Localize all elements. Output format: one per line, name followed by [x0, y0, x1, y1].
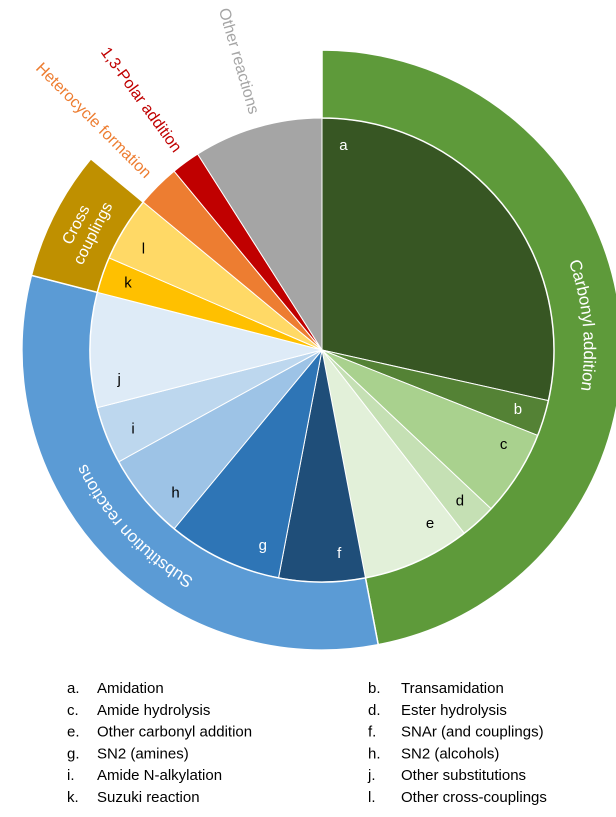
legend-key: b.: [368, 680, 381, 697]
legend-text: Amidation: [97, 680, 164, 697]
slice-label: f: [337, 545, 342, 562]
group-label: Other reactions: [215, 6, 262, 116]
legend-text: Other substitutions: [401, 767, 526, 784]
legend-text: Amide N-alkylation: [97, 767, 222, 784]
legend-key: h.: [368, 745, 381, 762]
legend-key: i.: [67, 767, 75, 784]
slice-label: g: [259, 537, 267, 554]
legend-key: g.: [67, 745, 80, 762]
slice-label: c: [500, 436, 508, 453]
legend-text: Ester hydrolysis: [401, 702, 507, 719]
slice-label: a: [339, 137, 348, 154]
legend-text: Transamidation: [401, 680, 504, 697]
slice-label: d: [456, 493, 464, 510]
group-band: [30, 157, 145, 294]
legend-text: Suzuki reaction: [97, 789, 200, 806]
slice-label: j: [117, 371, 121, 388]
slice-label: h: [171, 484, 179, 501]
slice: [196, 117, 323, 352]
legend-key: d.: [368, 702, 381, 719]
legend-text: Amide hydrolysis: [97, 702, 210, 719]
group-band: [321, 49, 616, 646]
legend-text: Other cross-couplings: [401, 789, 547, 806]
legend-text: SN2 (alcohols): [401, 745, 499, 762]
legend-text: SN2 (amines): [97, 745, 189, 762]
slice-label: l: [142, 240, 145, 257]
legend-key: a.: [67, 680, 80, 697]
slice-label: e: [426, 515, 434, 532]
slice-label: b: [514, 401, 522, 418]
legend-text: Other carbonyl addition: [97, 724, 252, 741]
legend-key: j.: [367, 767, 376, 784]
slice-label: i: [131, 420, 134, 437]
legend-key: e.: [67, 724, 80, 741]
legend-key: k.: [67, 789, 79, 806]
slice-label: k: [124, 275, 132, 292]
legend-key: c.: [67, 702, 79, 719]
legend-text: SNAr (and couplings): [401, 724, 544, 741]
legend-key: l.: [368, 789, 376, 806]
group-band: [21, 274, 380, 651]
legend-key: f.: [368, 724, 376, 741]
